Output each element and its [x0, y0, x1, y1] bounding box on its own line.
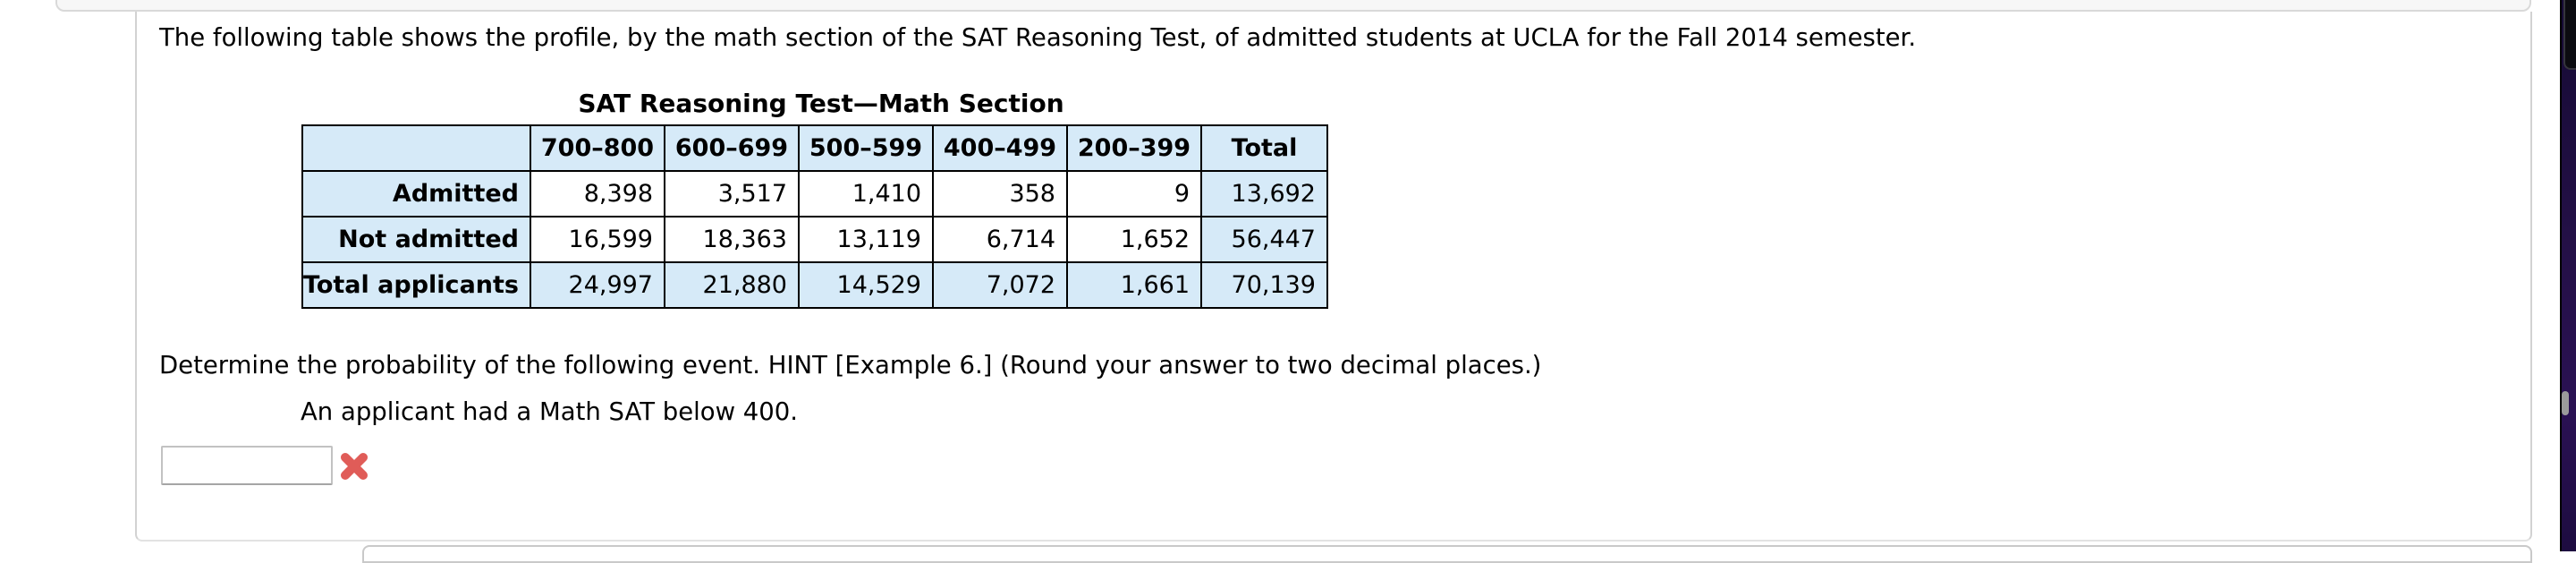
- header-200-399: 200–399: [1066, 124, 1202, 172]
- window-edge-background: [2560, 0, 2576, 551]
- row-label-admitted: Admitted: [301, 170, 531, 218]
- cell-not-admitted-400-499: 6,714: [932, 216, 1068, 263]
- next-section-panel: [362, 545, 2532, 563]
- scrollbar-thumb[interactable]: [2562, 391, 2569, 415]
- cell-total-700-800: 24,997: [530, 261, 665, 309]
- header-total: Total: [1200, 124, 1328, 172]
- cell-admitted-700-800: 8,398: [530, 170, 665, 218]
- cell-admitted-500-599: 1,410: [798, 170, 934, 218]
- cell-admitted-400-499: 358: [932, 170, 1068, 218]
- cell-not-admitted-700-800: 16,599: [530, 216, 665, 263]
- cell-admitted-total: 13,692: [1200, 170, 1328, 218]
- intro-text: The following table shows the profile, b…: [159, 23, 1917, 52]
- header-500-599: 500–599: [798, 124, 934, 172]
- cell-not-admitted-200-399: 1,652: [1066, 216, 1202, 263]
- question-text: Determine the probability of the followi…: [159, 351, 1542, 380]
- header-blank-cell: [301, 124, 531, 172]
- table-title: SAT Reasoning Test—Math Section: [578, 89, 1064, 118]
- window-edge-dark-panel: [2563, 0, 2576, 70]
- row-label-total-applicants: Total applicants: [301, 261, 531, 309]
- cell-admitted-200-399: 9: [1066, 170, 1202, 218]
- table-row: Admitted 8,398 3,517 1,410 358 9 13,692: [301, 170, 1328, 218]
- cell-not-admitted-500-599: 13,119: [798, 216, 934, 263]
- header-700-800: 700–800: [530, 124, 665, 172]
- header-400-499: 400–499: [932, 124, 1068, 172]
- event-text: An applicant had a Math SAT below 400.: [301, 397, 799, 426]
- cell-total-200-399: 1,661: [1066, 261, 1202, 309]
- cell-total-total: 70,139: [1200, 261, 1328, 309]
- cell-total-400-499: 7,072: [932, 261, 1068, 309]
- sat-score-table: 700–800 600–699 500–599 400–499 200–399 …: [301, 124, 1328, 309]
- table-row: Not admitted 16,599 18,363 13,119 6,714 …: [301, 216, 1328, 263]
- table-header-row: 700–800 600–699 500–599 400–499 200–399 …: [301, 124, 1328, 172]
- header-600-699: 600–699: [664, 124, 800, 172]
- cell-not-admitted-600-699: 18,363: [664, 216, 800, 263]
- cell-total-500-599: 14,529: [798, 261, 934, 309]
- incorrect-x-mark-icon: [341, 453, 368, 480]
- cell-total-600-699: 21,880: [664, 261, 800, 309]
- cell-not-admitted-total: 56,447: [1200, 216, 1328, 263]
- cell-admitted-600-699: 3,517: [664, 170, 800, 218]
- previous-section-panel: [55, 0, 2531, 12]
- row-label-not-admitted: Not admitted: [301, 216, 531, 263]
- answer-input[interactable]: [161, 446, 333, 485]
- table-row: Total applicants 24,997 21,880 14,529 7,…: [301, 261, 1328, 309]
